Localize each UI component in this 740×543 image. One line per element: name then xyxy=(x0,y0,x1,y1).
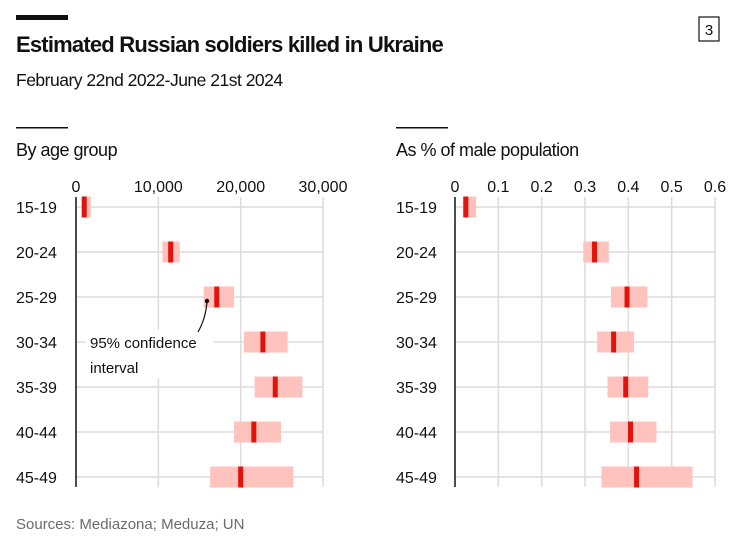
x-tick-label: 0.4 xyxy=(617,179,639,196)
category-label: 30-34 xyxy=(396,335,437,352)
chart-title: Estimated Russian soldiers killed in Ukr… xyxy=(16,32,444,57)
category-label: 15-19 xyxy=(396,200,437,217)
panel-male-population: As % of male population 0 0.1 0.2 0.3 0.4 0.5… xyxy=(396,127,726,488)
category-label: 45-49 xyxy=(396,470,437,487)
x-tick-label: 30,000 xyxy=(299,179,348,196)
x-tick-label: 0.6 xyxy=(704,179,726,196)
x-tick-label: 10,000 xyxy=(134,179,183,196)
estimate-marker xyxy=(251,421,257,443)
confidence-interval-bar xyxy=(601,466,693,488)
panel-by-age-group: By age group 0 10,000 20,000 30,000 15-19 20-… xyxy=(16,127,348,488)
estimate-marker xyxy=(81,196,87,218)
estimate-marker xyxy=(463,196,469,218)
annotation-background xyxy=(86,330,214,378)
page-badge-box xyxy=(698,16,720,42)
category-label: 45-49 xyxy=(16,470,57,487)
estimate-marker xyxy=(634,466,640,488)
annotation-text: interval xyxy=(90,360,138,377)
estimate-marker xyxy=(624,286,630,308)
category-label: 35-39 xyxy=(16,380,57,397)
category-label: 15-19 xyxy=(16,200,57,217)
x-tick-label: 0.1 xyxy=(487,179,509,196)
panel-title: By age group xyxy=(16,140,118,160)
header-rule xyxy=(16,15,68,20)
category-label: 30-34 xyxy=(16,335,57,352)
estimate-marker xyxy=(592,241,598,263)
confidence-interval-bar xyxy=(243,331,288,353)
estimate-marker xyxy=(611,331,617,353)
category-label: 25-29 xyxy=(16,290,57,307)
page-badge: 3 xyxy=(705,22,713,39)
annotation-text: 95% confidence xyxy=(90,335,197,352)
category-label: 35-39 xyxy=(396,380,437,397)
estimate-marker xyxy=(272,376,278,398)
confidence-interval-bar xyxy=(210,466,294,488)
chart-subtitle: February 22nd 2022-June 21st 2024 xyxy=(16,70,283,90)
category-label: 40-44 xyxy=(396,425,437,442)
confidence-interval-bar xyxy=(234,421,282,443)
category-label: 40-44 xyxy=(16,425,57,442)
panel-title: As % of male population xyxy=(396,140,579,160)
x-tick-label: 20,000 xyxy=(216,179,265,196)
panel-rule xyxy=(396,127,448,129)
x-tick-label: 0 xyxy=(451,179,460,196)
panel-rule xyxy=(16,127,68,129)
estimate-marker xyxy=(214,286,220,308)
estimate-marker xyxy=(238,466,244,488)
sources-note: Sources: Mediazona; Meduza; UN xyxy=(16,516,244,533)
x-tick-label: 0.3 xyxy=(574,179,596,196)
annotation-dot xyxy=(204,298,210,304)
category-label: 20-24 xyxy=(16,245,57,262)
estimate-marker xyxy=(168,241,174,263)
x-tick-label: 0.5 xyxy=(661,179,683,196)
confidence-interval-bar xyxy=(254,376,303,398)
x-tick-label: 0.2 xyxy=(531,179,553,196)
estimate-marker xyxy=(260,331,266,353)
x-tick-label: 0 xyxy=(72,179,81,196)
category-label: 20-24 xyxy=(396,245,437,262)
estimate-marker xyxy=(628,421,633,443)
confidence-interval-bar xyxy=(610,421,657,443)
category-label: 25-29 xyxy=(396,290,437,307)
annotation-pointer xyxy=(197,300,208,333)
estimate-marker xyxy=(623,376,629,398)
